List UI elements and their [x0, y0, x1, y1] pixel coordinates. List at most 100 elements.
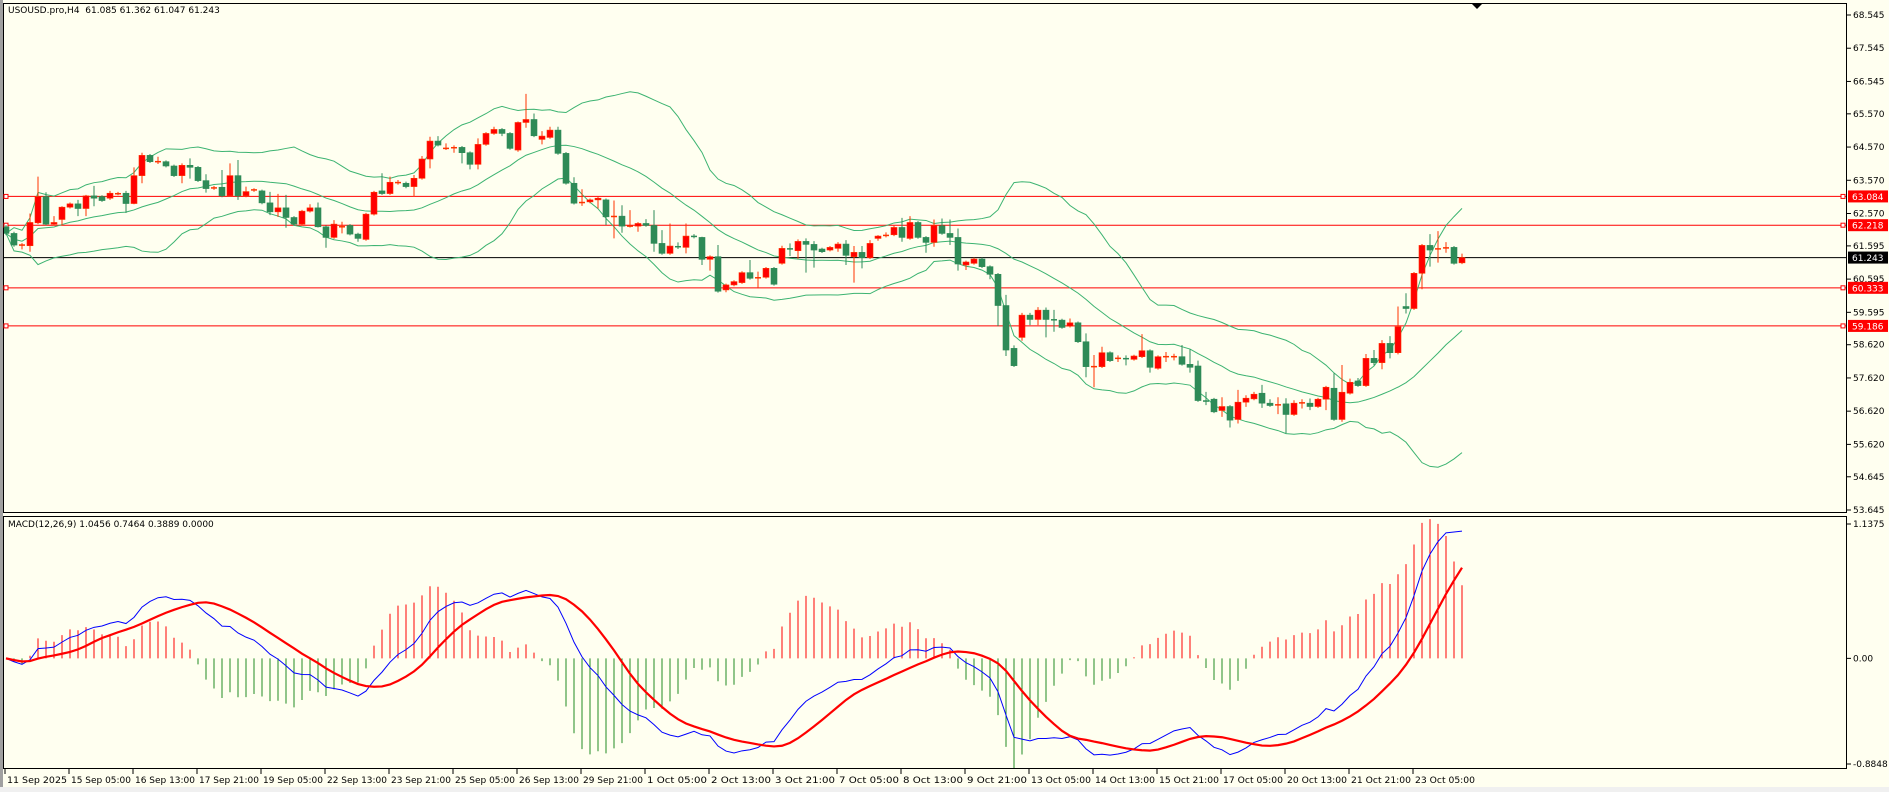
candle-body [1002, 305, 1010, 351]
candle-body [1010, 348, 1018, 366]
level-price-label-bg [1848, 190, 1888, 203]
candle-body [98, 196, 106, 201]
candle-body [34, 196, 42, 224]
candle-body [618, 215, 626, 227]
price-tick-label: 57.620 [1853, 374, 1885, 384]
candle-body [1386, 343, 1394, 353]
candle-body [834, 243, 842, 249]
chart-shift-marker-icon[interactable] [1472, 4, 1482, 9]
candle-body [1082, 341, 1090, 367]
candle-body [1226, 406, 1234, 421]
candle-body [1066, 322, 1074, 327]
price-tick-label: 64.570 [1853, 143, 1885, 153]
candle-body [1378, 343, 1386, 363]
time-tick-label: 26 Sep 13:00 [519, 776, 579, 786]
candle-body [1370, 358, 1378, 363]
price-tick-label: 62.570 [1853, 209, 1885, 219]
level-anchor-handle [1840, 323, 1846, 329]
candle-body [642, 223, 650, 226]
candle-body [1330, 387, 1338, 420]
candle-body [1242, 397, 1250, 403]
candle-body [1426, 245, 1434, 251]
level-anchor-handle [1840, 193, 1846, 199]
time-tick-label: 21 Oct 21:00 [1351, 776, 1411, 786]
candle-body [242, 191, 250, 197]
candle-body [162, 161, 170, 167]
candle-body [498, 129, 506, 134]
chart-header: USOUSD.pro,H4 61.085 61.362 61.047 61.24… [8, 6, 220, 16]
candle-body [1450, 247, 1458, 264]
time-tick-label: 23 Sep 21:00 [391, 776, 451, 786]
time-tick-label: 15 Sep 05:00 [71, 776, 131, 786]
candle-body [730, 281, 738, 286]
candle-body [1058, 319, 1066, 328]
candle-body [698, 237, 706, 260]
macd-tick-label: 1.1375 [1853, 520, 1885, 530]
candle-body [1130, 355, 1138, 360]
candle-body [970, 258, 978, 264]
candle-body [1154, 356, 1162, 369]
candle-body [794, 241, 802, 252]
candle-body [1098, 352, 1106, 367]
candle-body [354, 233, 362, 239]
macd-indicator [5, 519, 1463, 768]
candle-body [186, 165, 194, 168]
candle-body [410, 177, 418, 187]
candle-body [4, 226, 10, 234]
price-tick-label: 65.570 [1853, 110, 1885, 120]
candle-body [594, 197, 602, 201]
candle-body [930, 225, 938, 243]
time-tick-label: 25 Sep 05:00 [455, 776, 515, 786]
price-tick-label: 56.620 [1853, 407, 1885, 417]
level-price-label: 63.084 [1852, 193, 1884, 203]
candle-body [458, 147, 466, 154]
candle-body [1218, 406, 1226, 411]
candle-body [1402, 306, 1410, 309]
candle-body [314, 207, 322, 228]
symbol-label: USOUSD.pro,H4 [8, 6, 80, 16]
level-price-label: 59.186 [1852, 322, 1884, 332]
candle-body [738, 272, 746, 283]
candle-body [202, 180, 210, 189]
candle-body [1138, 350, 1146, 357]
candle-body [1146, 350, 1154, 368]
level-price-label: 60.333 [1852, 284, 1884, 294]
candle-body [138, 155, 146, 176]
candle-body [1194, 365, 1202, 401]
current-price-label-bg [1848, 251, 1888, 264]
price-tick-label: 60.595 [1853, 275, 1885, 285]
candle-body [514, 122, 522, 151]
candle-body [58, 206, 66, 220]
candle-body [1322, 386, 1330, 400]
candle-body [1266, 402, 1274, 406]
candle-body [90, 195, 98, 199]
candle-body [1410, 272, 1418, 309]
candle-body [370, 191, 378, 215]
candle-body [218, 186, 226, 197]
price-tick-label: 61.595 [1853, 242, 1885, 252]
candle-body [1282, 403, 1290, 415]
candle-body [866, 243, 874, 258]
candle-body [418, 158, 426, 179]
candle-body [1178, 356, 1186, 365]
time-tick-label: 14 Oct 13:00 [1095, 776, 1155, 786]
candle-body [1394, 326, 1402, 353]
candle-body [986, 266, 994, 275]
main-panel-frame [3, 3, 1847, 513]
candle-body [1362, 358, 1370, 386]
candle-body [1186, 364, 1194, 368]
time-tick-label: 29 Sep 21:00 [583, 776, 643, 786]
time-axis: 11 Sep 2025 15 Sep 05:00 16 Sep 13:00 17 Se… [0, 769, 1889, 792]
candle-body [306, 207, 314, 212]
candle-body [130, 175, 138, 204]
candle-body [66, 203, 74, 208]
candle-body [650, 225, 658, 244]
candle-body [1026, 314, 1034, 320]
candle-body [1042, 309, 1050, 320]
candle-body [26, 222, 34, 247]
candle-body [1250, 393, 1258, 400]
level-price-label-bg [1848, 281, 1888, 294]
candle-body [226, 175, 234, 197]
